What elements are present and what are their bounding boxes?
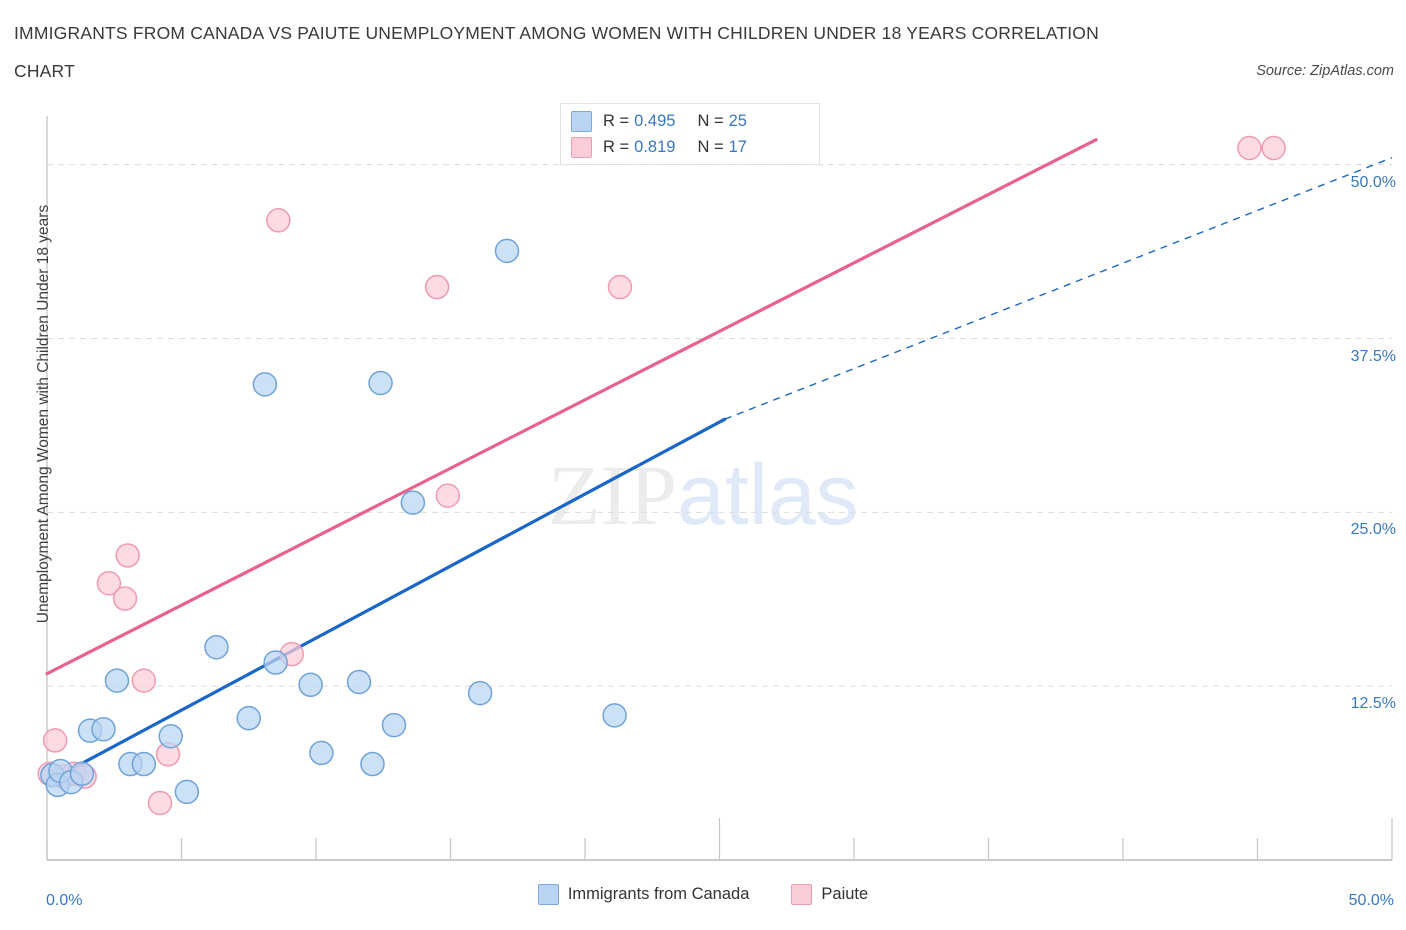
series-legend-item-paiute[interactable]: Paiute: [791, 884, 868, 905]
series-legend: Immigrants from Canada Paiute: [0, 884, 1406, 905]
legend-row-immigrants-canada: R = 0.495 N = 25: [571, 108, 747, 134]
axis-lines: [46, 116, 1392, 861]
x-axis-ticks: [46, 818, 1393, 860]
legend-n-label-1: N =: [697, 137, 724, 156]
legend-swatch-pink-icon: [571, 136, 592, 158]
series-swatch-pink-icon: [791, 884, 813, 905]
series-legend-item-immigrants-canada[interactable]: Immigrants from Canada: [537, 884, 750, 905]
trend-lines: [45, 138, 1393, 784]
legend-n-value-1: 17: [728, 137, 747, 156]
legend-r-label-1: R =: [603, 137, 630, 156]
x-axis-max-label: 50.0%: [1348, 892, 1394, 909]
legend-row-paiute: R = 0.819 N = 17: [571, 134, 747, 160]
data-points-immigrants-canada: [40, 238, 627, 805]
x-axis-min-label: 0.0%: [46, 892, 83, 909]
legend-n-value-0: 25: [728, 111, 747, 130]
y-axis-title: Unemployment Among Women with Children U…: [35, 204, 52, 624]
series-legend-label-1: Paiute: [821, 885, 869, 903]
legend-swatch-blue-icon: [571, 110, 592, 132]
page-title-line-1: IMMIGRANTS FROM CANADA VS PAIUTE UNEMPLO…: [14, 23, 1099, 43]
legend-r-label-0: R =: [603, 111, 630, 130]
series-swatch-blue-icon: [537, 884, 559, 905]
legend-n-label-0: N =: [697, 111, 724, 130]
page-title-line-2: CHART: [14, 61, 75, 81]
legend-r-value-0: 0.495: [634, 111, 676, 130]
y-tick-label-50: 50.0%: [1350, 173, 1396, 191]
legend-r-value-1: 0.819: [634, 137, 676, 156]
y-tick-label-25: 25.0%: [1350, 521, 1396, 539]
data-points-paiute: [37, 135, 1286, 816]
source-attribution: Source: ZipAtlas.com: [1256, 63, 1394, 79]
series-legend-label-0: Immigrants from Canada: [567, 885, 750, 903]
gridlines: [47, 164, 1392, 687]
correlation-legend: R = 0.495 N = 25 R = 0.819 N = 17: [560, 103, 820, 165]
y-tick-label-37-5: 37.5%: [1350, 347, 1396, 365]
y-tick-label-12-5: 12.5%: [1350, 695, 1396, 713]
